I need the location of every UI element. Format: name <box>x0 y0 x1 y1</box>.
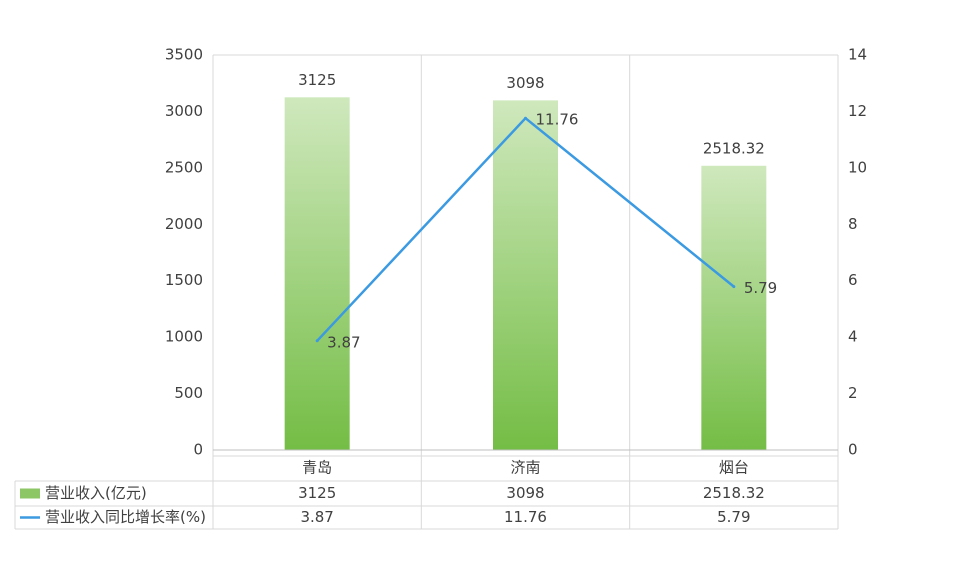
bar-data-label: 3098 <box>506 74 544 92</box>
bar-data-label: 2518.32 <box>703 139 765 157</box>
line-data-label: 3.87 <box>327 333 360 351</box>
line-point <box>732 285 736 289</box>
line-point <box>315 339 319 343</box>
y-right-tick-label: 2 <box>848 384 858 402</box>
y-left-tick-label: 2000 <box>165 215 203 233</box>
y-left-tick-label: 1500 <box>165 271 203 289</box>
table-cell: 11.76 <box>504 508 547 526</box>
bar-series: 3125 3098 2518.32 <box>284 71 767 451</box>
x-category-label: 烟台 <box>719 459 749 477</box>
y-right-tick-label: 12 <box>848 102 867 120</box>
y-right-tick-label: 4 <box>848 328 858 346</box>
legend-swatch-bar <box>20 488 40 499</box>
line-data-label: 11.76 <box>536 111 579 129</box>
axes: 0 500 1000 1500 2000 2500 3000 3500 0 2 4 6 8 10 12 14 <box>165 46 867 459</box>
legend-label: 营业收入同比增长率(%) <box>45 508 206 526</box>
y-right-tick-label: 14 <box>848 46 867 64</box>
y-right-tick-label: 8 <box>848 215 858 233</box>
line-data-label: 5.79 <box>744 279 777 297</box>
y-left-tick-label: 1000 <box>165 328 203 346</box>
bar-data-label: 3125 <box>298 71 336 89</box>
bar <box>284 97 350 451</box>
y-right-tick-label: 10 <box>848 158 867 176</box>
y-left-tick-label: 3000 <box>165 102 203 120</box>
table-cell: 2518.32 <box>703 484 765 502</box>
line-point <box>524 116 527 120</box>
y-left-tick-label: 0 <box>193 441 203 459</box>
y-right-tick-label: 0 <box>848 441 858 459</box>
legend-label: 营业收入(亿元) <box>45 484 147 502</box>
table-cell: 5.79 <box>717 508 750 526</box>
line-series: 3.87 11.76 5.79 <box>315 111 777 351</box>
x-category-label: 青岛 <box>302 459 332 477</box>
y-left-tick-label: 3500 <box>165 46 203 64</box>
y-left-tick-label: 500 <box>174 384 203 402</box>
y-left-tick-label: 2500 <box>165 158 203 176</box>
table-cell: 3098 <box>506 484 544 502</box>
table-cell: 3125 <box>298 484 336 502</box>
table-cell: 3.87 <box>300 508 333 526</box>
bar <box>701 165 767 450</box>
x-category-label: 济南 <box>510 459 540 477</box>
bar <box>493 100 558 451</box>
y-right-tick-label: 6 <box>848 271 858 289</box>
